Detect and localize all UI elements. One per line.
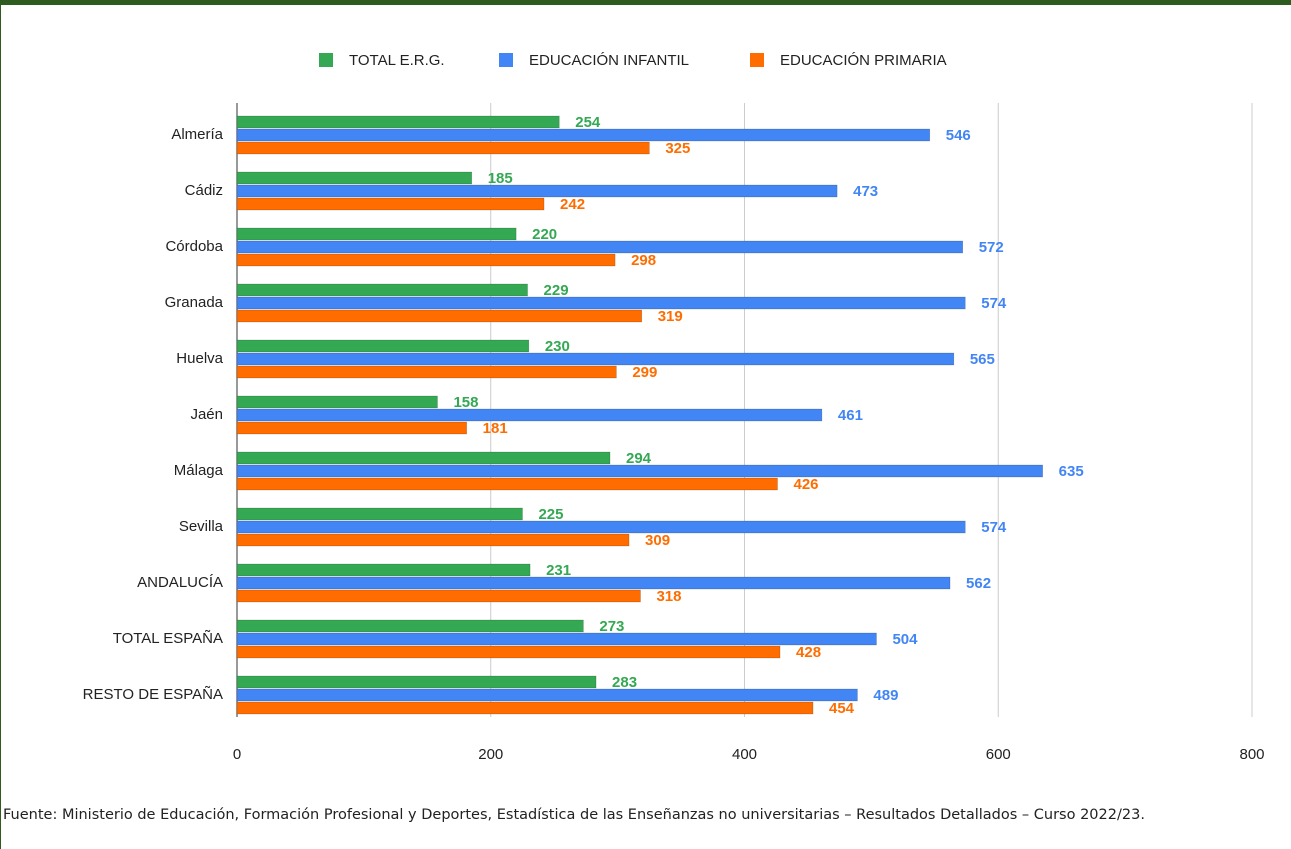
value-label: 158 [453, 394, 478, 411]
bar [236, 507, 523, 521]
value-label: 318 [656, 588, 681, 605]
value-label: 504 [892, 631, 918, 648]
value-label: 574 [981, 295, 1007, 312]
value-label: 473 [853, 183, 878, 200]
bar [236, 395, 438, 409]
value-label: 319 [658, 308, 683, 325]
bar [236, 128, 931, 142]
bar [236, 184, 838, 198]
legend-label: TOTAL E.R.G. [349, 52, 445, 69]
value-label: 309 [645, 532, 670, 549]
value-label: 229 [544, 282, 569, 299]
y-tick-label: Sevilla [179, 518, 224, 535]
bar [236, 477, 778, 491]
value-label: 220 [532, 226, 557, 243]
y-tick-label: Jaén [190, 406, 223, 423]
legend-swatch [750, 53, 764, 67]
bar [236, 645, 781, 659]
bar [236, 296, 966, 310]
bar [236, 352, 955, 366]
bar [236, 115, 560, 129]
bar [236, 421, 467, 435]
value-label: 181 [483, 420, 508, 437]
y-tick-label: TOTAL ESPAÑA [113, 630, 223, 647]
bar [236, 339, 530, 353]
y-tick-label: Córdoba [165, 238, 223, 255]
y-tick-label: Málaga [174, 462, 224, 479]
value-label: 562 [966, 575, 991, 592]
value-label: 299 [632, 364, 657, 381]
x-tick-label: 0 [233, 746, 241, 763]
bar [236, 171, 473, 185]
value-label: 273 [599, 618, 624, 635]
bar [236, 576, 951, 590]
bar [236, 619, 584, 633]
chart: 0 200 400 600 800 TOTAL E.R.G. EDUCACIÓN INFAN… [83, 52, 1265, 763]
value-label: 546 [946, 127, 971, 144]
legend-label: EDUCACIÓN INFANTIL [529, 52, 689, 69]
value-label: 230 [545, 338, 570, 355]
source-note: Fuente: Ministerio de Educación, Formaci… [3, 807, 1145, 823]
value-label: 574 [981, 519, 1007, 536]
value-label: 298 [631, 252, 656, 269]
bar [236, 253, 616, 267]
y-tick-label: RESTO DE ESPAÑA [83, 686, 223, 703]
value-label: 428 [796, 644, 821, 661]
value-label: 283 [612, 674, 637, 691]
value-label: 489 [873, 687, 898, 704]
y-tick-label: Granada [165, 294, 224, 311]
bar [236, 464, 1043, 478]
value-label: 294 [626, 450, 652, 467]
bar [236, 688, 858, 702]
value-label: 572 [979, 239, 1004, 256]
bar [236, 675, 597, 689]
y-tick-label: Almería [171, 126, 223, 143]
bar [236, 589, 641, 603]
bar [236, 533, 630, 547]
x-tick-label: 400 [732, 746, 757, 763]
bar [236, 451, 611, 465]
y-tick-label: Cádiz [185, 182, 223, 199]
bar [236, 365, 617, 379]
y-tick-label: ANDALUCÍA [137, 574, 223, 591]
bar [236, 563, 531, 577]
value-label: 426 [793, 476, 818, 493]
value-label: 225 [538, 506, 563, 523]
value-label: 231 [546, 562, 571, 579]
bar [236, 408, 823, 422]
legend-swatch [319, 53, 333, 67]
y-tick-label: Huelva [176, 350, 223, 367]
value-label: 454 [829, 700, 855, 717]
x-tick-label: 600 [986, 746, 1011, 763]
bar [236, 283, 528, 297]
value-label: 635 [1059, 463, 1084, 480]
legend-swatch [499, 53, 513, 67]
value-label: 185 [488, 170, 513, 187]
bar [236, 141, 650, 155]
value-label: 461 [838, 407, 863, 424]
value-label: 565 [970, 351, 995, 368]
x-tick-label: 800 [1239, 746, 1264, 763]
bar [236, 227, 517, 241]
legend-label: EDUCACIÓN PRIMARIA [780, 52, 947, 69]
x-tick-label: 200 [478, 746, 503, 763]
bar [236, 240, 964, 254]
value-label: 325 [665, 140, 690, 157]
bar [236, 309, 643, 323]
bar [236, 520, 966, 534]
value-label: 242 [560, 196, 585, 213]
bar [236, 197, 545, 211]
value-label: 254 [575, 114, 601, 131]
bar [236, 701, 814, 715]
bar [236, 632, 877, 646]
